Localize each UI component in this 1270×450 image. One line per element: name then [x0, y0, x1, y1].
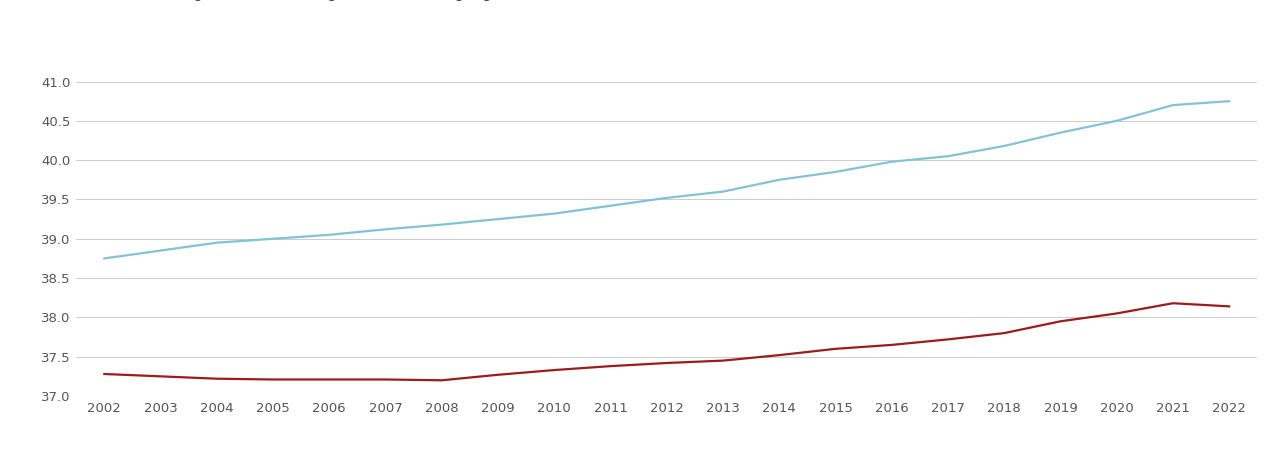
- England & Wales avg. age: [434, 222, 450, 227]
- England & Wales avg. age: [772, 177, 787, 183]
- England & Wales avg. age: [828, 169, 843, 175]
- England & Wales avg. age: [152, 248, 168, 253]
- England & Wales avg. age: [884, 159, 899, 164]
- B, Birmingham: [210, 376, 225, 382]
- B, Birmingham: [1053, 319, 1068, 324]
- B, Birmingham: [715, 358, 730, 363]
- B, Birmingham: [884, 342, 899, 347]
- England & Wales avg. age: [715, 189, 730, 194]
- B, Birmingham: [321, 377, 337, 382]
- England & Wales avg. age: [490, 216, 505, 222]
- Line: B, Birmingham: B, Birmingham: [104, 303, 1229, 380]
- Legend: B, Birmingham, England & Wales avg. age: B, Birmingham, England & Wales avg. age: [84, 0, 500, 1]
- England & Wales avg. age: [97, 256, 112, 261]
- England & Wales avg. age: [1109, 118, 1124, 124]
- B, Birmingham: [152, 374, 168, 379]
- B, Birmingham: [1222, 304, 1237, 309]
- England & Wales avg. age: [546, 211, 561, 216]
- England & Wales avg. age: [210, 240, 225, 245]
- B, Birmingham: [772, 352, 787, 358]
- England & Wales avg. age: [659, 195, 674, 201]
- England & Wales avg. age: [321, 232, 337, 238]
- B, Birmingham: [265, 377, 281, 382]
- Line: England & Wales avg. age: England & Wales avg. age: [104, 101, 1229, 258]
- B, Birmingham: [546, 367, 561, 373]
- England & Wales avg. age: [603, 203, 618, 208]
- B, Birmingham: [97, 371, 112, 377]
- England & Wales avg. age: [1053, 130, 1068, 135]
- England & Wales avg. age: [265, 236, 281, 242]
- B, Birmingham: [997, 330, 1012, 336]
- England & Wales avg. age: [940, 153, 955, 159]
- B, Birmingham: [434, 378, 450, 383]
- B, Birmingham: [940, 337, 955, 342]
- B, Birmingham: [828, 346, 843, 351]
- B, Birmingham: [490, 372, 505, 378]
- England & Wales avg. age: [1166, 103, 1181, 108]
- B, Birmingham: [1166, 301, 1181, 306]
- B, Birmingham: [378, 377, 394, 382]
- B, Birmingham: [659, 360, 674, 366]
- England & Wales avg. age: [997, 143, 1012, 148]
- England & Wales avg. age: [378, 227, 394, 232]
- B, Birmingham: [1109, 311, 1124, 316]
- England & Wales avg. age: [1222, 99, 1237, 104]
- B, Birmingham: [603, 364, 618, 369]
